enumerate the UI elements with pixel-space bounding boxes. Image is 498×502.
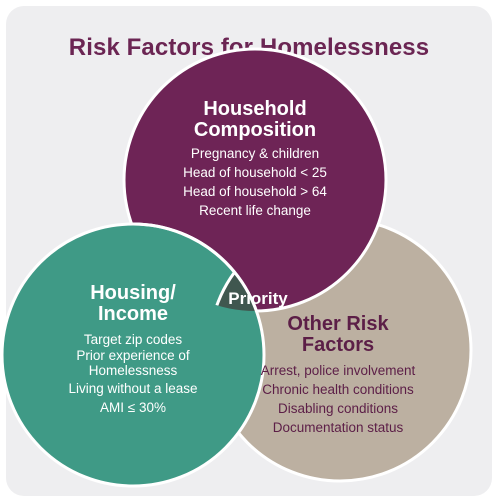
housing-label: Housing/ Income Target zip codes Prior e… [48,283,218,417]
housing-title-line1: Housing/ [90,282,176,304]
housing-title-line2: Income [97,303,169,325]
household-item: Head of household < 25 [183,165,327,180]
housing-item: Homelessness [88,363,178,378]
housing-item: AMI ≤ 30% [100,400,166,415]
household-item: Head of household > 64 [183,184,327,199]
household-item: Pregnancy & children [190,146,320,161]
household-title-line1: Household [203,98,307,120]
household-item: Recent life change [199,203,311,218]
housing-item: Target zip codes [83,332,183,347]
other-title-line2: Factors [301,334,375,356]
other-item: Chronic health conditions [262,382,414,397]
housing-item: Living without a lease [68,381,198,396]
other-item: Documentation status [272,420,404,435]
other-item: Arrest, police involvement [260,363,416,378]
other-risk-label: Other Risk Factors Arrest, police involv… [238,314,438,437]
household-title-line2: Composition [193,119,317,141]
housing-item: Prior experience of [76,348,190,363]
other-title-line1: Other Risk [287,313,389,335]
priority-label: Priority [228,289,288,308]
household-label: Household Composition Pregnancy & childr… [150,99,360,220]
other-item: Disabling conditions [277,401,399,416]
